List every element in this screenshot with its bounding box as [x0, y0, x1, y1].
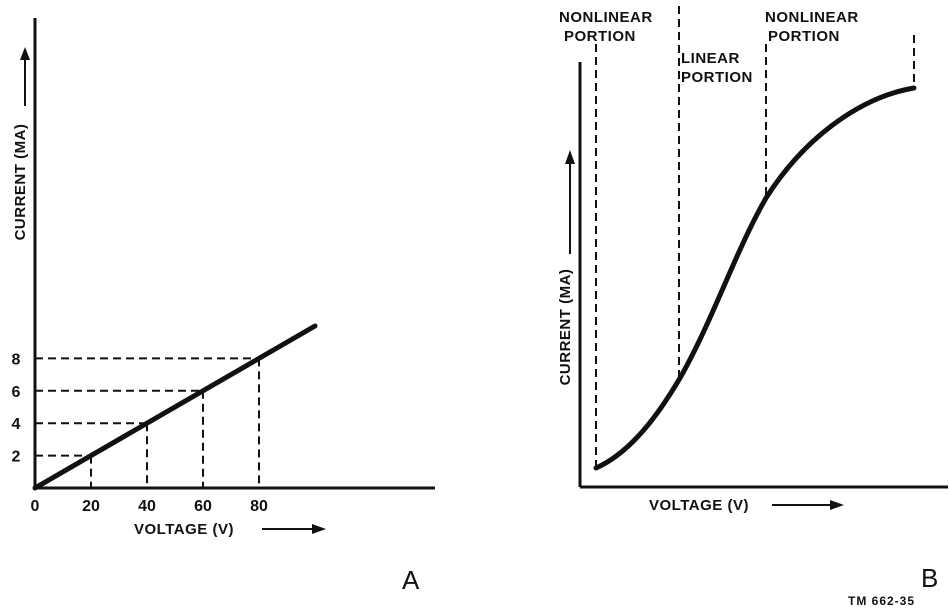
a-x-tick-label: 60	[194, 498, 212, 515]
b-region-1-label-line2: PORTION	[564, 28, 636, 45]
a-x-tick-labels: 0 20 40 60 80	[31, 498, 268, 515]
b-panel-label: B	[921, 563, 938, 593]
a-y-tick-label: 2	[12, 449, 21, 466]
b-x-axis-arrow	[772, 500, 844, 510]
a-x-tick-label: 20	[82, 498, 100, 515]
a-x-tick-label: 0	[31, 498, 40, 515]
a-series-line	[32, 323, 318, 491]
b-y-axis-label: CURRENT (MA)	[557, 269, 574, 386]
b-region-2-label-line1: LINEAR	[681, 50, 740, 67]
a-y-tick-label: 4	[12, 416, 21, 433]
b-y-axis-arrow	[565, 150, 575, 254]
b-region-3-label-line1: NONLINEAR	[765, 9, 859, 26]
figure-id: TM 662-35	[848, 594, 915, 608]
b-characteristic-curve	[593, 85, 917, 471]
a-y-tick-labels: 2 4 6 8	[12, 351, 21, 465]
b-x-axis-label: VOLTAGE (V)	[649, 497, 749, 514]
a-y-tick-label: 8	[12, 351, 21, 368]
a-panel-label: A	[402, 565, 420, 595]
a-x-tick-label: 80	[250, 498, 268, 515]
b-region-2-label-line2: PORTION	[681, 69, 753, 86]
a-x-axis-arrow	[262, 524, 326, 534]
a-y-tick-label: 6	[12, 384, 21, 401]
a-reference-lines	[35, 357, 260, 488]
a-x-tick-label: 40	[138, 498, 156, 515]
b-region-3-label-line2: PORTION	[768, 28, 840, 45]
panel-b: NONLINEAR PORTION LINEAR PORTION NONLINE…	[557, 6, 948, 593]
b-region-1-label-line1: NONLINEAR	[559, 9, 653, 26]
a-y-axis-arrow	[20, 47, 30, 106]
a-x-axis-label: VOLTAGE (V)	[134, 521, 234, 538]
a-y-axis-label: CURRENT (MA)	[12, 124, 29, 241]
